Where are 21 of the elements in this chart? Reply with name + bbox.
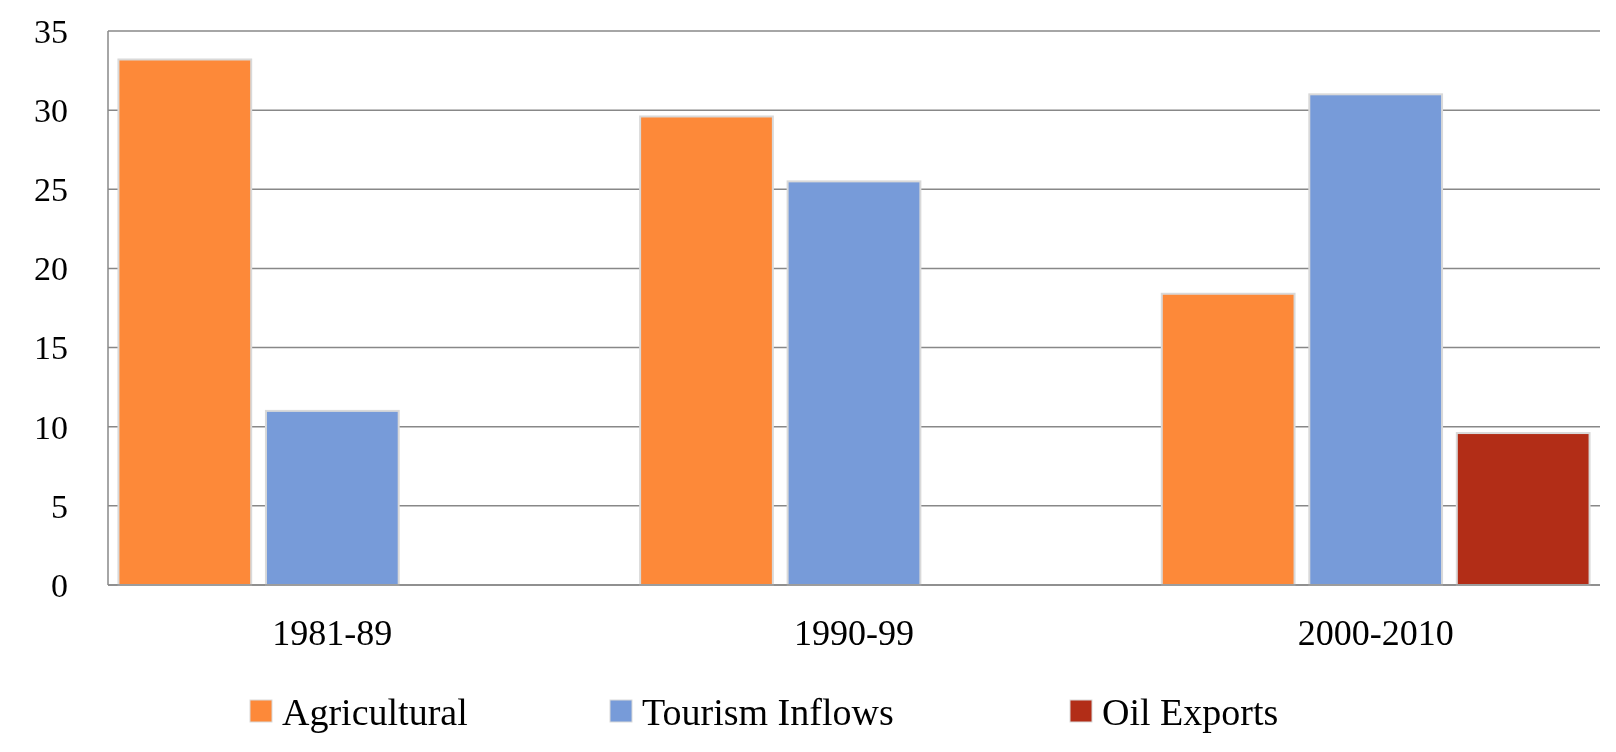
y-tick-label: 5	[51, 487, 68, 525]
bar	[639, 115, 774, 586]
bar	[786, 180, 922, 586]
y-tick-label: 15	[34, 329, 68, 367]
y-tick-label: 0	[51, 566, 68, 604]
legend-label: Agricultural	[282, 691, 468, 734]
x-tick-label: 1981-89	[272, 613, 393, 653]
bar	[1160, 292, 1296, 586]
y-tick-label: 25	[34, 171, 68, 209]
legend-label: Tourism Inflows	[642, 691, 894, 734]
x-tick-label: 1990-99	[794, 613, 914, 653]
bar	[1455, 432, 1591, 586]
x-tick-label: 2000-2010	[1297, 613, 1454, 653]
y-tick-label: 10	[34, 408, 68, 446]
y-tick-label: 20	[34, 250, 68, 288]
legend-label: Oil Exports	[1102, 691, 1279, 734]
y-tick-label: 30	[34, 92, 68, 130]
bar	[264, 409, 400, 586]
bar	[1308, 93, 1444, 586]
y-tick-label: 35	[34, 12, 68, 50]
bar	[117, 58, 253, 586]
